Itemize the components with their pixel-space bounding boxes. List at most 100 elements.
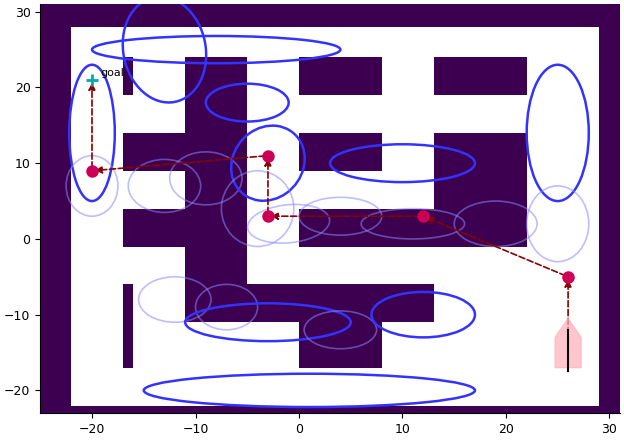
Bar — [382, 57, 434, 95]
Bar — [134, 57, 185, 95]
Bar — [382, 368, 434, 406]
Bar — [382, 209, 434, 246]
Bar — [247, 133, 299, 246]
Bar — [434, 246, 527, 368]
Bar — [134, 57, 185, 95]
Bar — [434, 95, 527, 133]
Bar — [247, 246, 434, 284]
Bar — [71, 27, 599, 57]
Bar — [382, 133, 434, 171]
Bar — [434, 284, 527, 322]
Bar — [247, 284, 299, 368]
Bar — [71, 95, 185, 133]
Bar — [185, 57, 247, 95]
Bar — [247, 209, 299, 246]
Bar — [434, 284, 527, 368]
Bar — [134, 209, 185, 246]
Bar — [247, 57, 299, 95]
Bar — [71, 171, 134, 209]
Bar — [71, 57, 134, 95]
Bar — [134, 284, 247, 322]
Bar — [185, 284, 247, 322]
Bar — [247, 246, 299, 284]
Bar — [382, 171, 434, 209]
Bar — [134, 209, 185, 246]
Bar — [185, 27, 247, 57]
Bar — [134, 133, 185, 171]
Bar — [382, 209, 434, 246]
Bar — [382, 322, 434, 368]
Bar — [134, 133, 185, 171]
Bar — [185, 284, 382, 322]
Bar — [134, 57, 247, 95]
Bar — [71, 133, 134, 171]
Bar — [247, 57, 299, 95]
Bar — [247, 209, 299, 246]
Bar — [247, 133, 382, 171]
Bar — [71, 368, 599, 406]
Bar — [71, 368, 599, 406]
Bar — [71, 95, 185, 133]
Bar — [71, 171, 134, 209]
Bar — [382, 284, 434, 368]
Bar — [134, 209, 247, 246]
Bar — [134, 57, 185, 95]
Bar — [247, 209, 299, 246]
Bar — [71, 246, 134, 284]
Bar — [434, 57, 527, 133]
Bar — [71, 57, 134, 95]
Bar — [527, 95, 599, 133]
Bar — [382, 284, 527, 322]
Bar — [71, 27, 123, 406]
Bar — [247, 368, 299, 406]
Bar — [71, 209, 134, 246]
Bar — [247, 171, 434, 209]
Bar — [71, 284, 134, 322]
Bar — [134, 284, 185, 322]
Bar — [382, 133, 434, 171]
Bar — [247, 284, 382, 322]
Bar — [247, 57, 299, 95]
Bar — [134, 171, 185, 209]
Bar — [134, 209, 185, 246]
Bar — [382, 133, 434, 171]
Bar — [134, 27, 185, 406]
Bar — [71, 368, 599, 406]
Bar — [247, 171, 299, 209]
Bar — [134, 57, 185, 95]
Bar — [247, 95, 434, 133]
Bar — [247, 171, 434, 209]
Bar — [247, 171, 434, 209]
Bar — [185, 133, 382, 171]
Bar — [382, 57, 434, 95]
Bar — [134, 133, 185, 171]
Bar — [527, 27, 599, 406]
Bar — [134, 368, 185, 406]
Bar — [185, 209, 382, 246]
Bar — [185, 133, 247, 171]
Bar — [247, 95, 537, 133]
Bar — [434, 133, 527, 171]
Bar — [247, 95, 434, 133]
Bar — [382, 133, 434, 246]
Bar — [71, 284, 134, 322]
Bar — [247, 322, 299, 368]
Bar — [185, 209, 247, 246]
Bar — [71, 209, 134, 246]
Bar — [247, 95, 299, 133]
Bar — [134, 284, 185, 368]
Bar — [247, 133, 299, 171]
Bar — [434, 57, 527, 95]
Bar — [71, 246, 134, 284]
Bar — [247, 95, 434, 133]
Bar — [382, 95, 434, 133]
Bar — [71, 27, 599, 57]
Bar — [71, 27, 123, 406]
Bar — [382, 322, 434, 368]
Bar — [134, 368, 185, 406]
Bar — [71, 95, 185, 133]
Bar — [382, 133, 527, 171]
Bar — [71, 27, 123, 406]
Bar — [247, 246, 434, 284]
Bar — [247, 246, 434, 284]
